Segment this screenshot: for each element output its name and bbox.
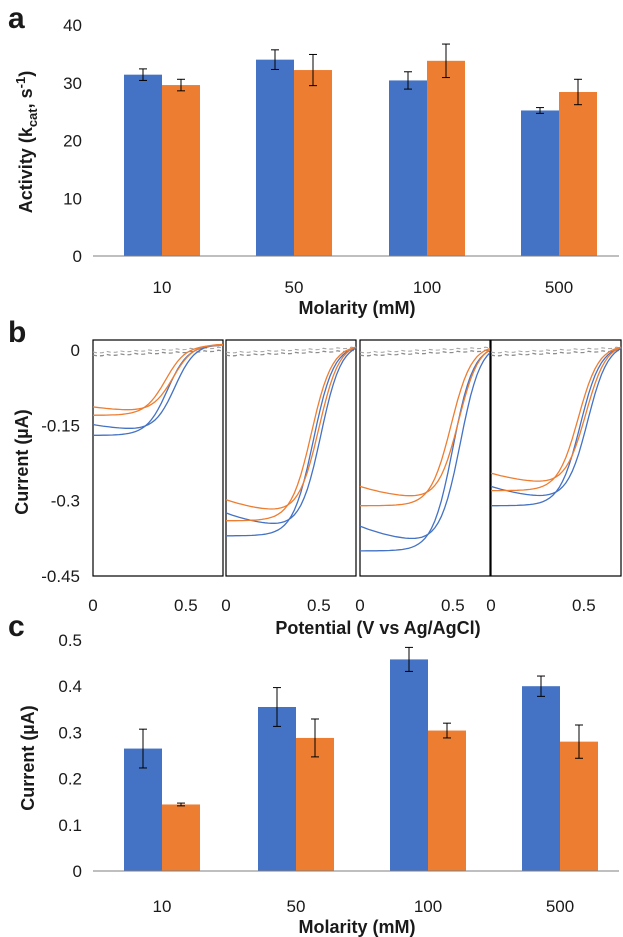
chart-a-x-label: Molarity (mM) xyxy=(299,298,416,318)
chart-b-blank-trace xyxy=(225,346,357,354)
chart-b-blue-trace xyxy=(360,349,491,552)
chart-c-y-label: Current (µA) xyxy=(18,705,38,810)
chart-b-subplot: 0 0.5 xyxy=(355,339,491,615)
chart-b-blank-trace xyxy=(92,349,224,357)
chart-b-blue-trace xyxy=(226,347,357,537)
chart-b-orange-trace xyxy=(92,344,224,416)
chart-a-bar xyxy=(256,59,294,257)
chart-c-bar xyxy=(296,737,334,871)
chart-b-x-tick: 0.5 xyxy=(307,596,331,615)
chart-b-blank-trace xyxy=(359,346,491,354)
chart-b-blue-trace xyxy=(490,347,622,497)
chart-b-x-tick: 0 xyxy=(355,596,364,615)
chart-c-y-tick: 0.1 xyxy=(58,816,82,835)
chart-b-orange-trace xyxy=(490,346,622,482)
panel-label-c: c xyxy=(8,610,25,643)
chart-b-orange-trace xyxy=(92,343,224,411)
chart-b-blank-trace xyxy=(490,346,622,354)
chart-a-x-tick: 50 xyxy=(285,278,304,297)
chart-a-y-tick: 10 xyxy=(63,189,82,208)
chart-b-x-tick: 0.5 xyxy=(572,596,596,615)
chart-b-orange-trace xyxy=(359,349,491,497)
chart-b-subplot-frame xyxy=(490,339,622,577)
chart-b-blue-trace xyxy=(93,344,224,436)
chart-b-y-tick: 0 xyxy=(71,341,80,360)
chart-b-x-tick: 0 xyxy=(486,596,495,615)
chart-b: 0-0.15-0.3-0.45 0 0.5 0 0.5 0 0.5 0 0.5 Current… xyxy=(12,339,622,638)
chart-c-bar xyxy=(428,730,466,871)
chart-b-x-tick: 0 xyxy=(221,596,230,615)
chart-b-blue-trace xyxy=(359,352,491,540)
chart-c-y-tick: 0.2 xyxy=(58,770,82,789)
chart-b-subplot: 0 0.5 xyxy=(486,339,622,615)
chart-b-subplot-frame xyxy=(359,339,491,577)
panel-label-a: a xyxy=(8,2,25,35)
chart-b-x-tick: 0.5 xyxy=(441,596,465,615)
chart-b-blank-trace xyxy=(490,349,622,357)
chart-a-bar xyxy=(427,60,465,257)
chart-b-blue-trace xyxy=(225,347,357,524)
chart-a: 0 10 20 30 40 10 50 100 500 Molarity (mM) Activ… xyxy=(13,16,619,318)
chart-c-bar xyxy=(162,804,200,871)
chart-b-blue-trace xyxy=(92,343,224,429)
chart-c-y-tick: 0.4 xyxy=(58,677,82,696)
chart-b-x-label: Potential (V vs Ag/AgCl) xyxy=(275,618,480,638)
chart-b-orange-trace xyxy=(360,347,491,507)
chart-a-y-tick: 40 xyxy=(63,16,82,35)
chart-c-y-tick: 0.5 xyxy=(58,631,82,650)
chart-b-blank-trace xyxy=(92,346,224,354)
panel-label-b: b xyxy=(8,316,26,349)
chart-a-y-tick: 0 xyxy=(73,247,82,266)
chart-b-y-label: Current (µA) xyxy=(12,409,32,514)
chart-b-x-tick: 0.5 xyxy=(174,596,198,615)
chart-c: 0 0.1 0.2 0.3 0.4 0.5 10 50 100 500 Molarity (mM… xyxy=(18,631,619,937)
chart-c-bar xyxy=(560,741,598,871)
chart-a-bar xyxy=(124,74,162,256)
chart-a-y-tick: 20 xyxy=(63,132,82,151)
chart-a-y-tick: 30 xyxy=(63,74,82,93)
chart-b-subplot: 0 0.5 xyxy=(221,339,357,615)
chart-b-orange-trace xyxy=(226,346,357,522)
chart-b-orange-trace xyxy=(491,346,622,492)
chart-b-subplot: 0 0.5 xyxy=(88,339,224,615)
chart-a-bar xyxy=(294,70,332,256)
chart-b-blue-trace xyxy=(491,347,622,507)
chart-b-subplot-frame xyxy=(92,339,224,577)
chart-a-x-tick: 10 xyxy=(153,278,172,297)
chart-c-y-tick: 0 xyxy=(73,862,82,881)
chart-c-x-label: Molarity (mM) xyxy=(299,917,416,937)
chart-c-x-tick: 500 xyxy=(546,897,574,916)
chart-c-bar xyxy=(522,686,560,871)
chart-b-y-tick: -0.45 xyxy=(41,567,80,586)
chart-c-bar xyxy=(124,748,162,871)
chart-b-y-tick: -0.15 xyxy=(41,416,80,435)
chart-c-bar xyxy=(258,706,296,871)
chart-a-y-label: Activity (kcat, s-1) xyxy=(13,71,40,213)
chart-b-x-tick: 0 xyxy=(88,596,97,615)
chart-c-x-tick: 100 xyxy=(414,897,442,916)
chart-c-x-tick: 50 xyxy=(287,897,306,916)
chart-a-bar xyxy=(389,80,427,256)
chart-c-y-tick: 0.3 xyxy=(58,723,82,742)
chart-a-bar xyxy=(521,110,559,256)
chart-b-blank-trace xyxy=(225,349,357,357)
chart-b-y-tick: -0.3 xyxy=(51,492,80,511)
chart-b-blank-trace xyxy=(359,349,491,357)
chart-b-orange-trace xyxy=(225,346,357,510)
chart-a-x-tick: 100 xyxy=(413,278,441,297)
chart-a-x-tick: 500 xyxy=(545,278,573,297)
chart-c-bar xyxy=(390,659,428,871)
chart-b-subplot-frame xyxy=(225,339,357,577)
chart-a-bar xyxy=(559,91,597,257)
chart-c-x-tick: 10 xyxy=(153,897,172,916)
chart-a-bar xyxy=(162,85,200,256)
